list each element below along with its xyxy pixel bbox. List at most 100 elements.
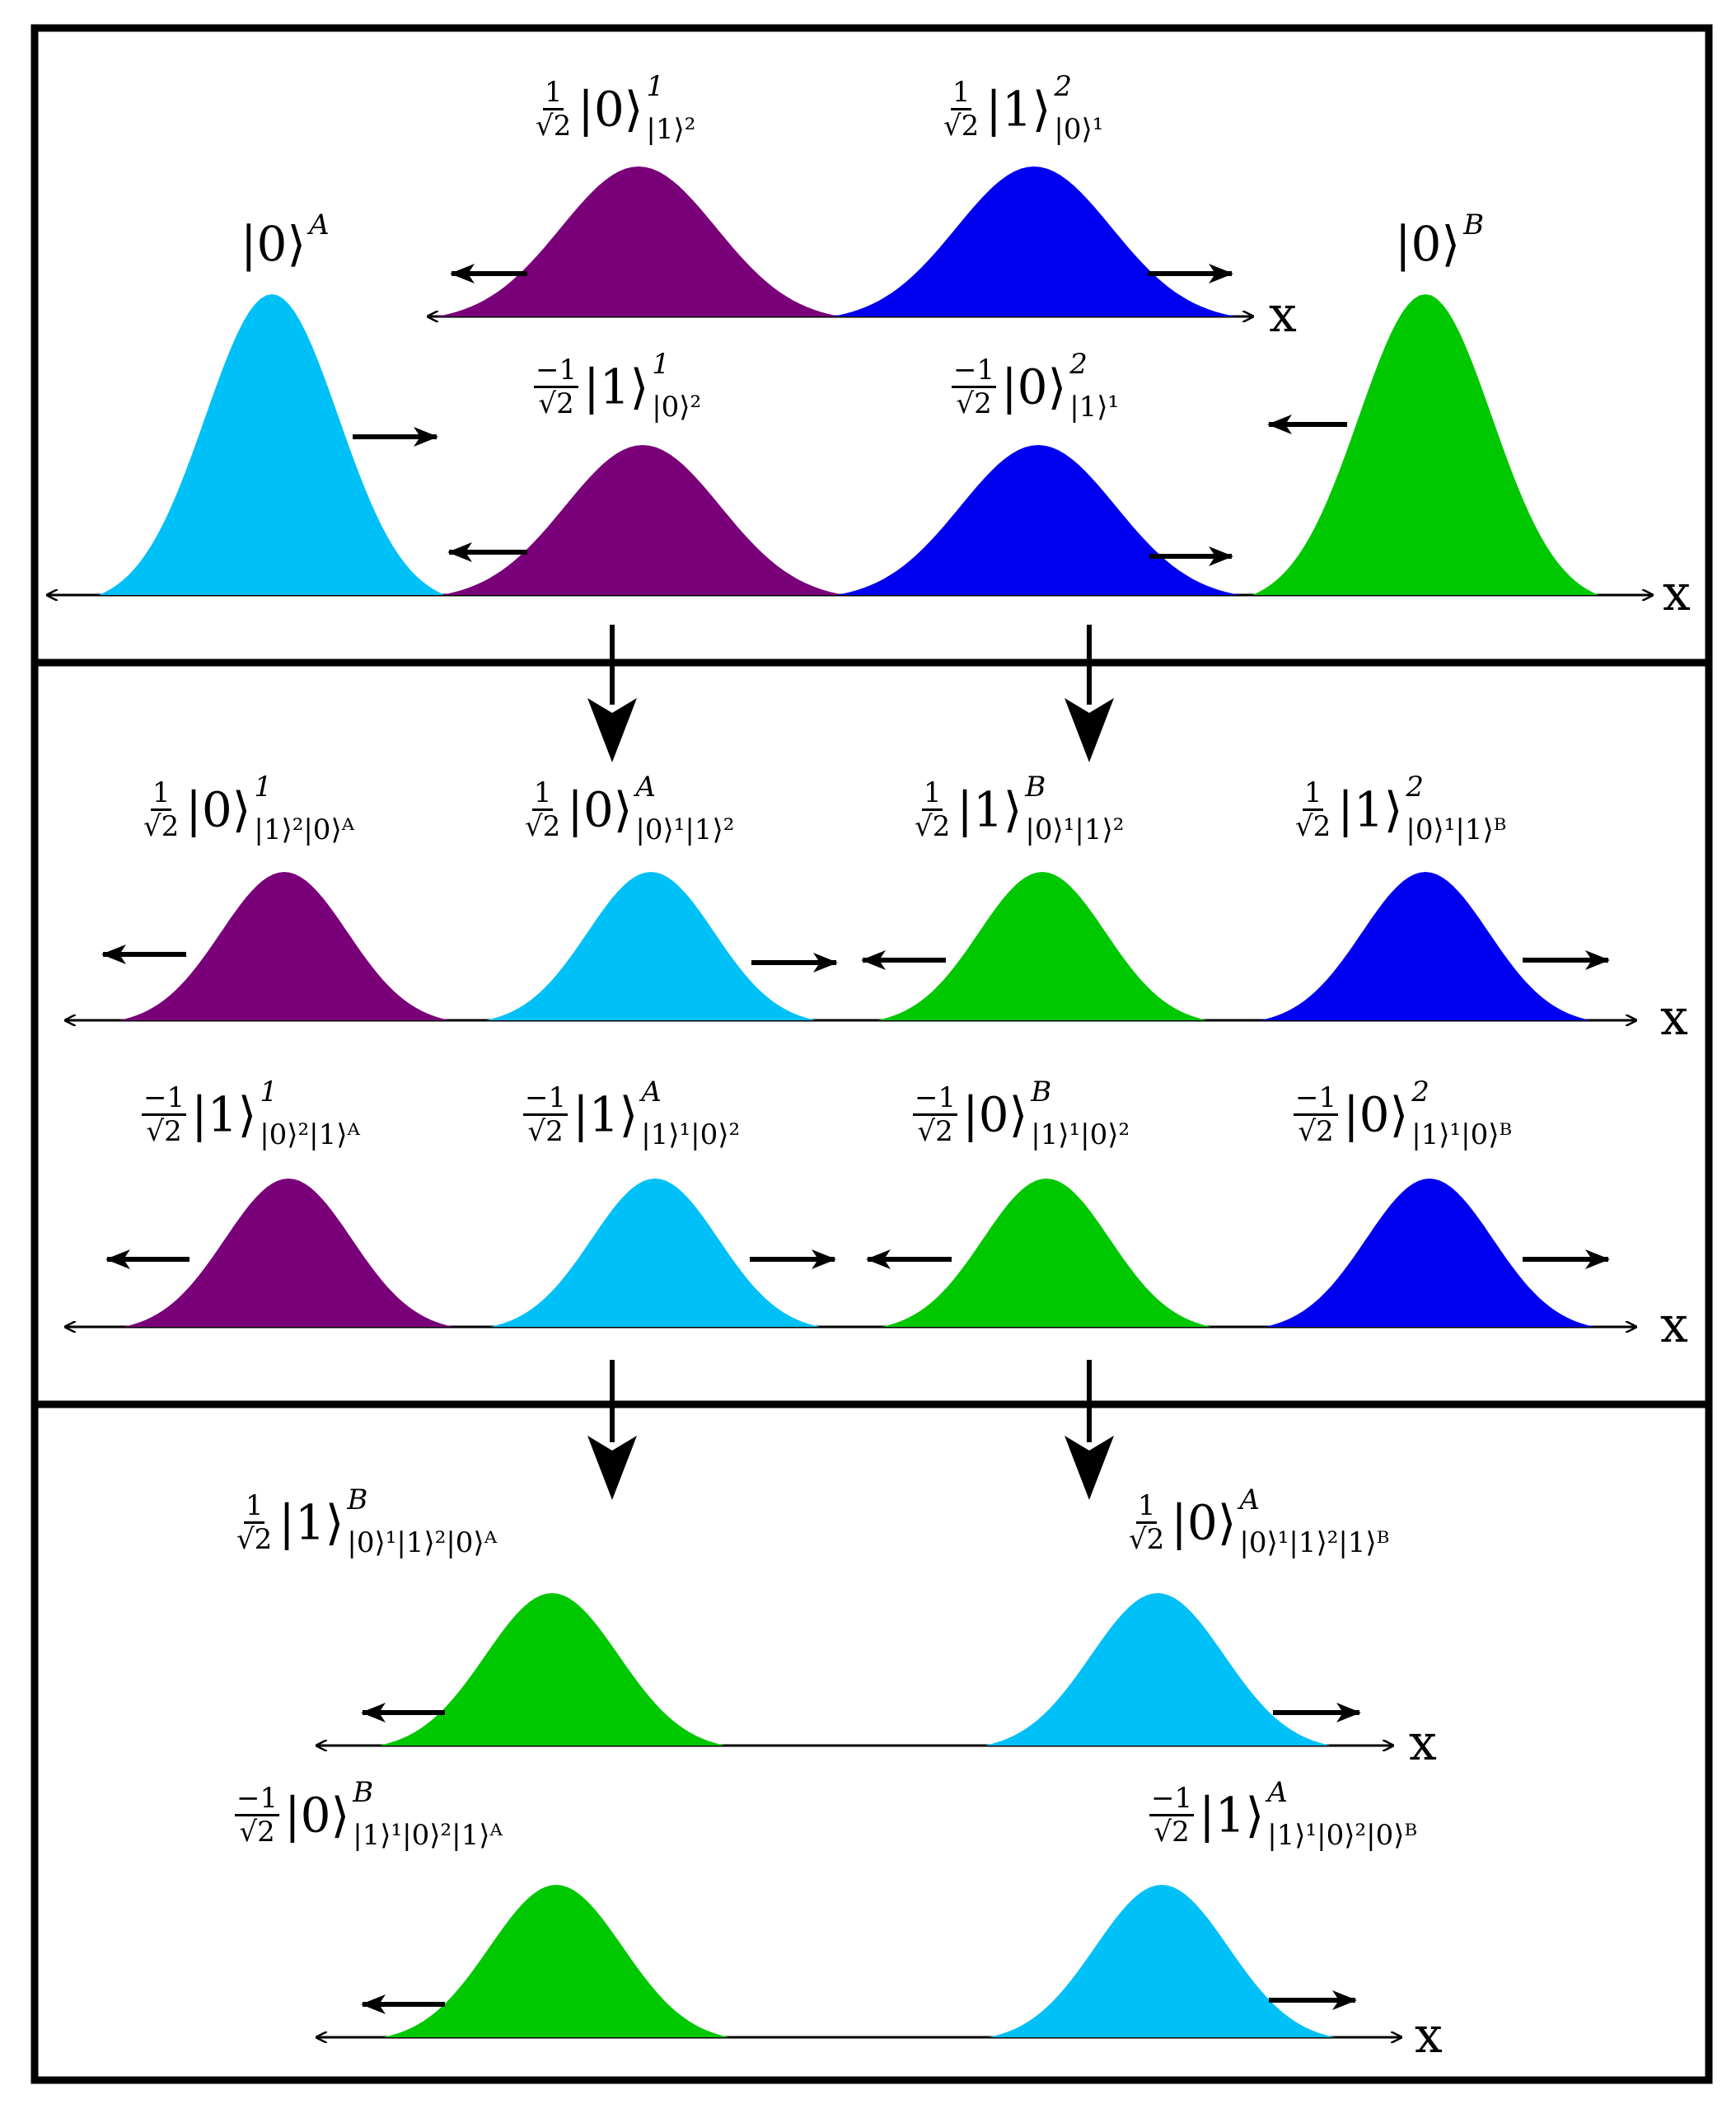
label-p2-top-3-subscript: |0⟩¹|1⟩² (1025, 813, 1125, 846)
label-p1-top-left-coefficient: 1 √2 (534, 78, 573, 140)
packet-p2-bottom-1 (124, 1179, 453, 1327)
label-p3-top-left-coef-numerator: 1 (243, 1489, 265, 1524)
label-p3-top-right-coefficient: 1 √2 (1127, 1492, 1166, 1554)
label-p2-bottom-4-ket: |0⟩ (1343, 1086, 1409, 1143)
label-p2-top-1-coef-denominator: √2 (143, 810, 180, 843)
label-p1-bottom-right: −1 √2 |0⟩ 2 |1⟩¹ (952, 349, 1119, 422)
label-p3-top-left: 1 √2 |1⟩ B |0⟩¹|1⟩²|0⟩ᴬ (235, 1484, 497, 1558)
label-p1-top-right-coef-denominator: √2 (943, 110, 980, 143)
label-p1-source-a-superscript: A (309, 209, 330, 242)
axis-label-p2-top: x (1660, 989, 1688, 1047)
label-p2-bottom-3-coef-numerator: −1 (913, 1081, 958, 1116)
label-p1-bottom-left-coefficient: −1 √2 (534, 356, 579, 420)
label-p2-top-4-coef-numerator: 1 (1302, 776, 1324, 811)
label-p2-bottom-3-subscript: |1⟩¹|0⟩² (1031, 1118, 1130, 1151)
label-p2-bottom-1-coefficient: −1 √2 (142, 1084, 187, 1148)
down-arrow-1-right (1065, 698, 1114, 762)
label-p1-top-right-superscript: 2 (1054, 70, 1073, 104)
label-p3-top-right-coef-denominator: √2 (1129, 1523, 1165, 1556)
packet-p1-source-b (1252, 294, 1598, 595)
label-p2-bottom-2-subscript: |1⟩¹|0⟩² (641, 1118, 741, 1151)
label-p3-top-right-coef-numerator: 1 (1135, 1489, 1158, 1524)
label-p2-top-4-ket: |1⟩ (1337, 781, 1403, 838)
label-p3-bottom-right: −1 √2 |1⟩ A |1⟩¹|0⟩²|0⟩ᴮ (1149, 1777, 1417, 1850)
label-p2-bottom-1-coef-denominator: √2 (146, 1115, 182, 1148)
label-p2-top-3-coef-numerator: 1 (921, 776, 943, 811)
label-p2-bottom-1-subscript: |0⟩²|1⟩ᴬ (260, 1118, 360, 1151)
label-p1-source-a: |0⟩ A (241, 209, 330, 268)
label-p2-bottom-2-coef-denominator: √2 (527, 1115, 564, 1148)
label-p3-top-left-superscript: B (347, 1483, 368, 1517)
label-p3-top-right-subscript: |0⟩¹|1⟩²|1⟩ᴮ (1239, 1525, 1390, 1559)
label-p1-top-right-coef-numerator: 1 (950, 76, 972, 110)
label-p1-top-left-superscript: 1 (646, 70, 665, 104)
label-p3-bottom-right-coef-denominator: √2 (1153, 1816, 1190, 1849)
label-p2-top-2-ket: |0⟩ (567, 781, 633, 838)
label-p2-bottom-4-subscript: |1⟩¹|0⟩ᴮ (1411, 1118, 1513, 1151)
label-p3-bottom-right-coefficient: −1 √2 (1149, 1784, 1195, 1849)
label-p1-bottom-right-ket: |0⟩ (1001, 359, 1067, 415)
label-p1-bottom-left-subscript: |0⟩² (652, 390, 702, 424)
label-p2-top-2-superscript: A (635, 771, 656, 804)
packet-p1-top-purple (437, 166, 840, 316)
label-p2-bottom-4: −1 √2 |0⟩ 2 |1⟩¹|0⟩ᴮ (1294, 1076, 1512, 1150)
label-p2-bottom-3-ket: |0⟩ (962, 1086, 1028, 1143)
label-p3-bottom-left-ket: |0⟩ (284, 1787, 350, 1844)
label-p3-bottom-left-coefficient: −1 √2 (235, 1782, 280, 1846)
label-p2-bottom-2-superscript: A (641, 1076, 662, 1109)
packet-p3-top-green (379, 1593, 725, 1746)
label-p2-bottom-3: −1 √2 |0⟩ B |1⟩¹|0⟩² (913, 1076, 1130, 1150)
label-p3-bottom-left-coef-numerator: −1 (235, 1782, 280, 1816)
packet-p1-bottom-blue (836, 445, 1240, 595)
packet-p2-top-2 (486, 872, 816, 1020)
label-p2-bottom-2-coef-numerator: −1 (523, 1081, 569, 1116)
label-p1-bottom-left-coef-denominator: √2 (538, 387, 574, 420)
label-p2-bottom-3-superscript: B (1031, 1076, 1052, 1109)
label-p2-top-2-coef-numerator: 1 (531, 776, 554, 811)
label-p2-top-1-subscript: |1⟩²|0⟩ᴬ (254, 813, 355, 846)
packet-p3-top-blue (985, 1593, 1331, 1746)
axis-label-p3-top: x (1409, 1714, 1437, 1772)
label-p1-top-right-subscript: |0⟩¹ (1054, 112, 1104, 146)
label-p2-top-1-ket: |0⟩ (185, 781, 251, 838)
label-p2-bottom-4-coefficient: −1 √2 (1294, 1081, 1339, 1148)
label-p2-top-3: 1 √2 |1⟩ B |0⟩¹|1⟩² (913, 771, 1124, 845)
label-p2-bottom-2-coefficient: −1 √2 (523, 1081, 569, 1148)
label-p1-source-b-superscript: B (1463, 209, 1485, 242)
label-p2-top-2-coefficient: 1 √2 (523, 779, 562, 841)
label-p2-top-4-coef-denominator: √2 (1295, 810, 1331, 843)
label-p2-bottom-4-coef-denominator: √2 (1298, 1115, 1334, 1148)
label-p2-bottom-1-superscript: 1 (260, 1076, 278, 1109)
label-p2-top-4: 1 √2 |1⟩ 2 |0⟩¹|1⟩ᴮ (1294, 771, 1506, 845)
label-p2-top-2-coef-denominator: √2 (525, 810, 561, 843)
label-p2-top-1: 1 √2 |0⟩ 1 |1⟩²|0⟩ᴬ (142, 771, 354, 845)
down-arrow-1-left (587, 698, 637, 762)
label-p1-top-right-ket: |1⟩ (985, 81, 1051, 138)
label-p3-bottom-right-ket: |1⟩ (1199, 1787, 1265, 1844)
label-p2-bottom-1: −1 √2 |1⟩ 1 |0⟩²|1⟩ᴬ (142, 1076, 360, 1150)
label-p3-bottom-right-subscript: |1⟩¹|0⟩²|0⟩ᴮ (1267, 1818, 1418, 1852)
label-p1-bottom-right-coefficient: −1 √2 (952, 354, 997, 420)
label-p2-bottom-2: −1 √2 |1⟩ A |1⟩¹|0⟩² (523, 1076, 740, 1150)
label-p1-bottom-right-coef-numerator: −1 (952, 354, 997, 388)
label-p2-bottom-1-ket: |1⟩ (191, 1086, 257, 1143)
packet-p2-bottom-2 (490, 1179, 820, 1327)
label-p2-top-1-superscript: 1 (254, 771, 273, 804)
label-p2-bottom-3-coefficient: −1 √2 (913, 1081, 958, 1146)
panel-frame-3 (30, 1400, 1713, 2084)
label-p3-top-left-ket: |1⟩ (278, 1494, 344, 1551)
down-arrow-2-right (1065, 1436, 1114, 1500)
label-p1-source-b: |0⟩ B (1395, 209, 1484, 268)
label-p1-top-right: 1 √2 |1⟩ 2 |0⟩¹ (942, 71, 1103, 144)
label-p2-top-3-ket: |1⟩ (957, 781, 1022, 838)
label-p2-bottom-4-coef-numerator: −1 (1294, 1081, 1339, 1116)
packet-p2-bottom-4 (1265, 1179, 1594, 1327)
label-p3-top-right-superscript: A (1239, 1483, 1260, 1517)
axis-label-p1-top: x (1269, 286, 1297, 344)
label-p1-source-b-ket: |0⟩ (1395, 215, 1461, 272)
label-p2-top-4-superscript: 2 (1406, 771, 1425, 804)
label-p3-bottom-right-superscript: A (1267, 1776, 1288, 1810)
down-arrow-2-left (587, 1436, 637, 1500)
label-p1-bottom-right-coef-denominator: √2 (956, 387, 992, 420)
label-p1-top-left-coef-numerator: 1 (542, 76, 564, 110)
